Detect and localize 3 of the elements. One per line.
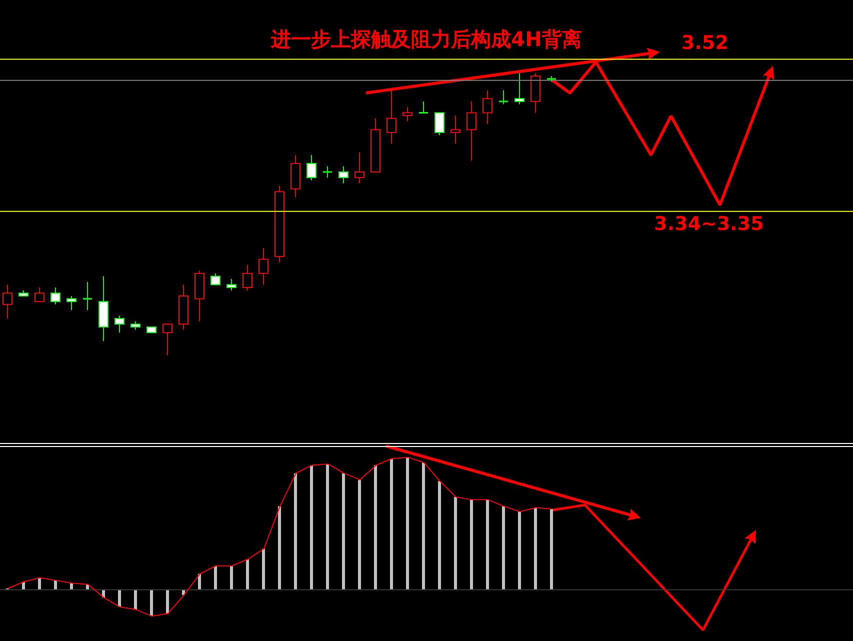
- text: 3.34~3.35: [653, 213, 765, 235]
- text: 3.52: [680, 32, 730, 54]
- chart-title: 进一步上探触及阻力后构成4H背离: [271, 27, 582, 51]
